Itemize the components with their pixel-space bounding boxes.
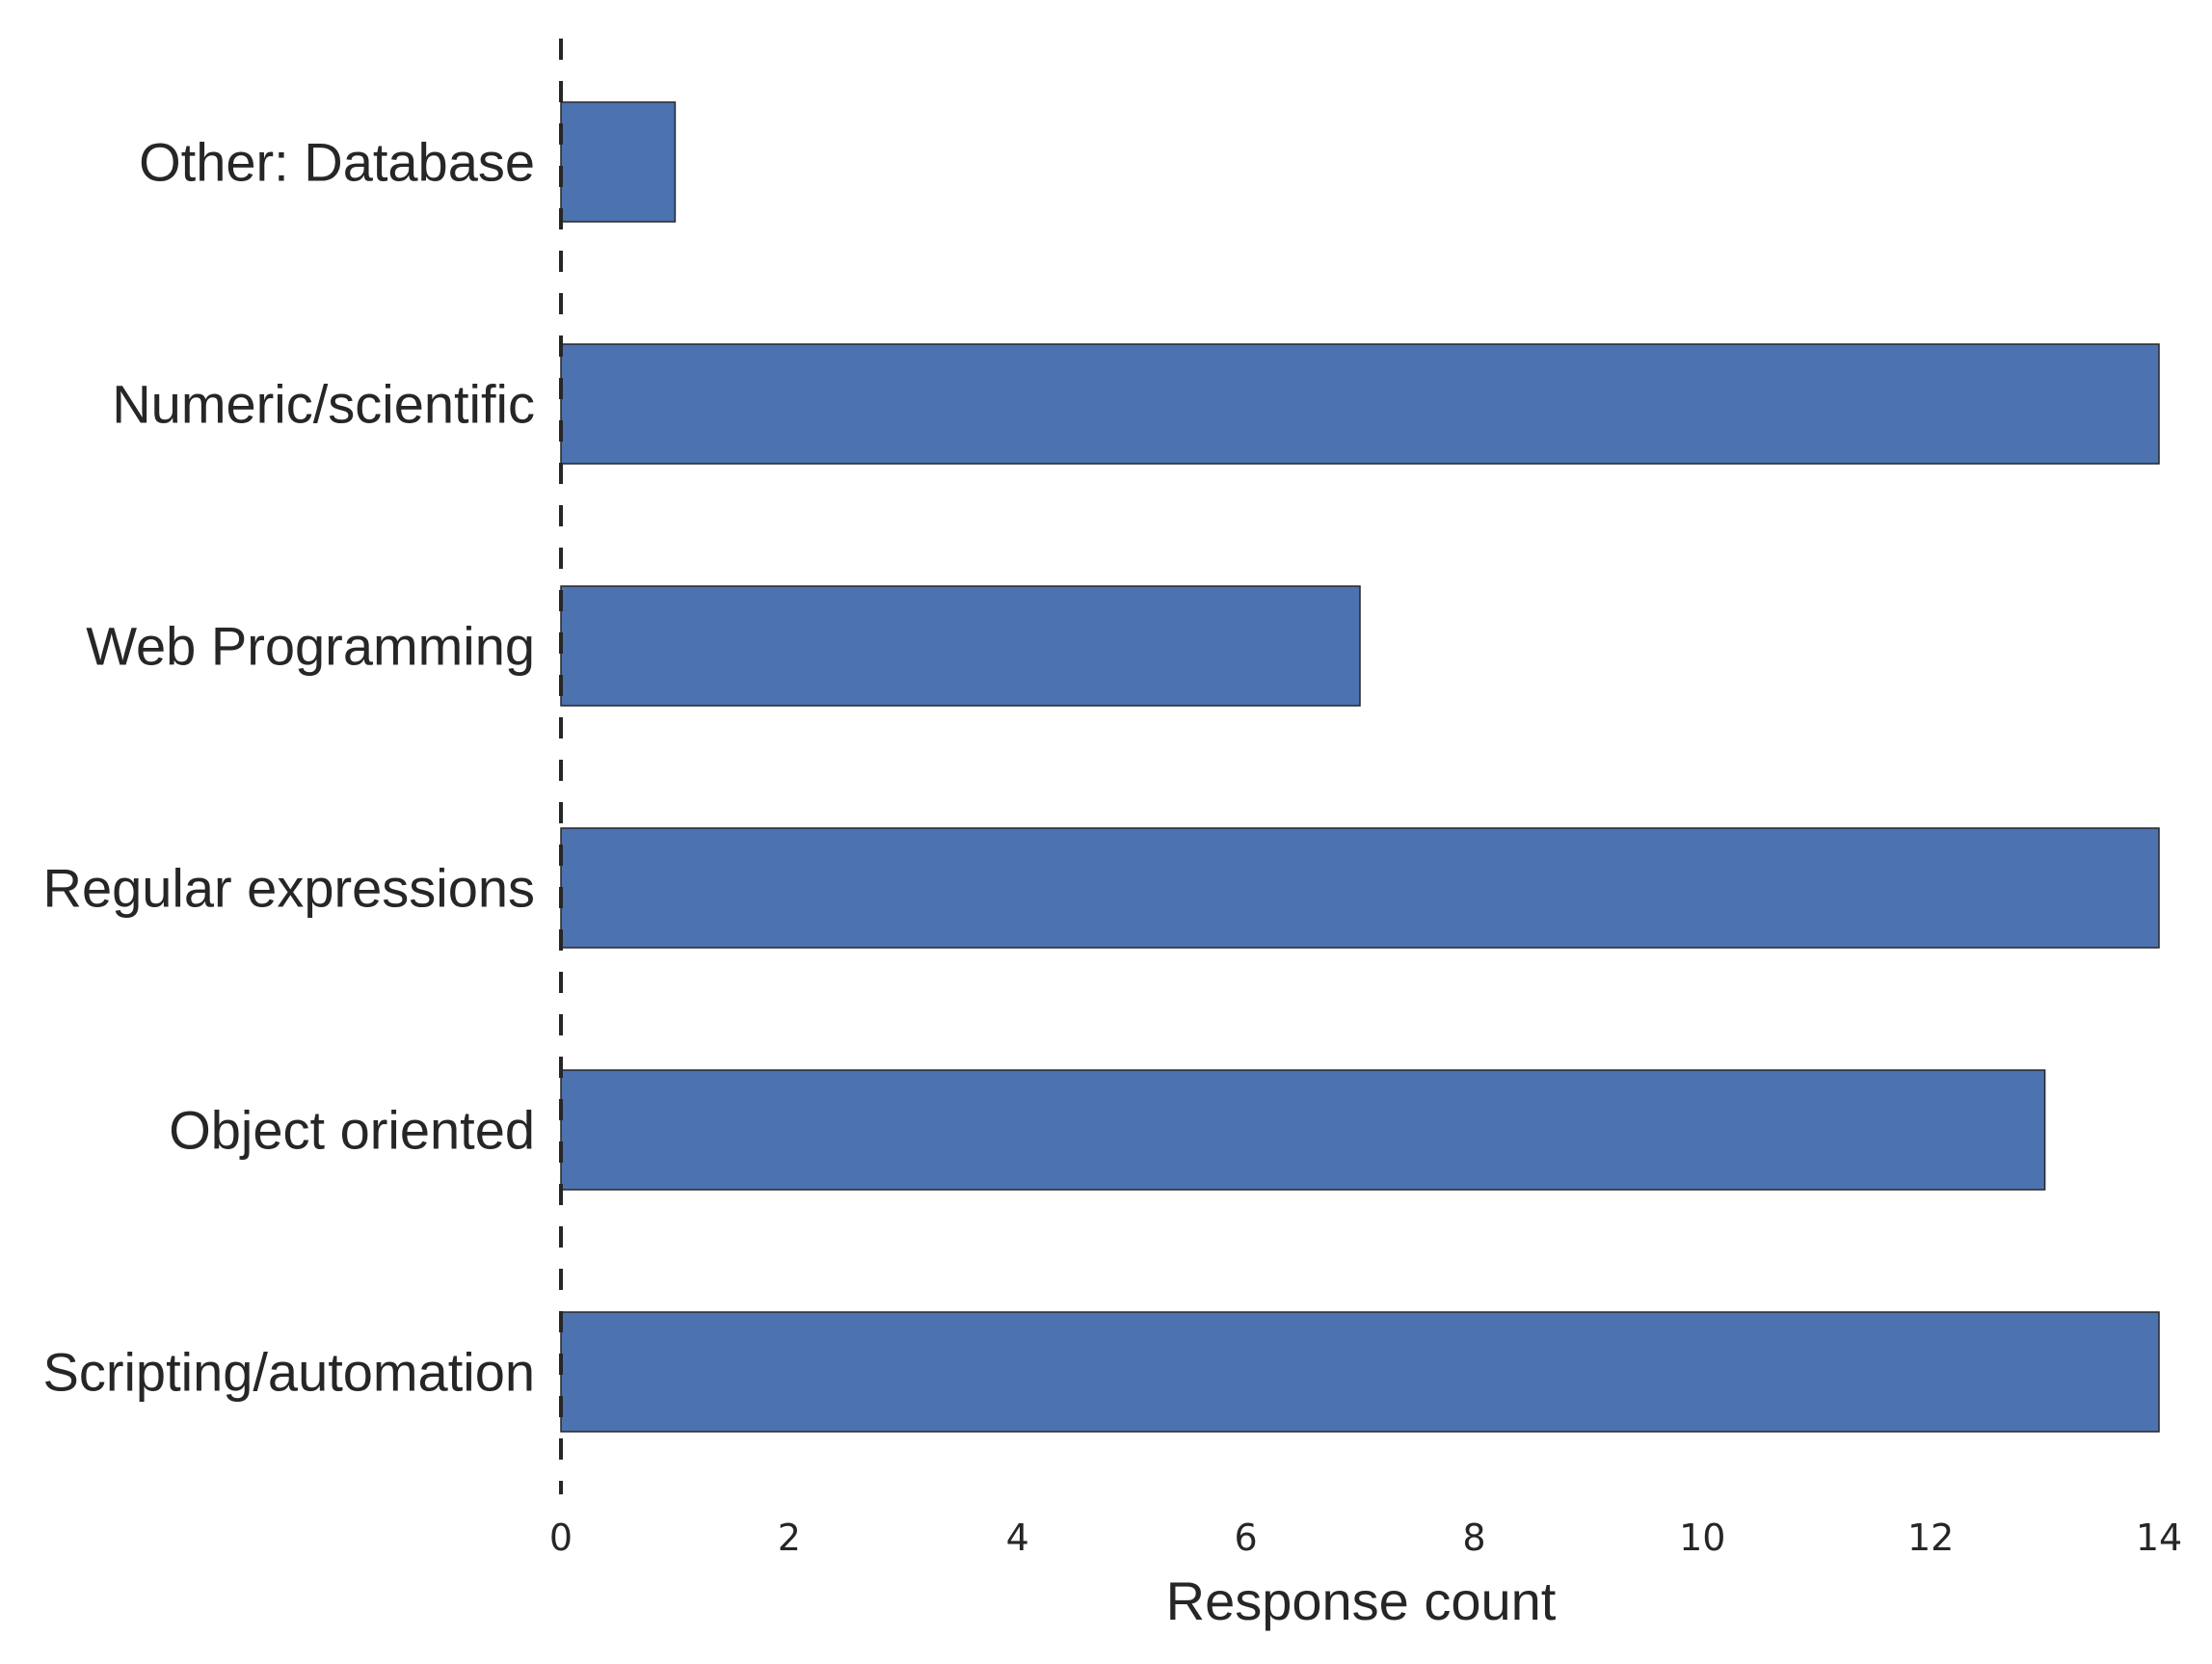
- x-axis-title: Response count: [1166, 1570, 1557, 1631]
- category-label-object-oriented: Object oriented: [169, 1100, 535, 1161]
- bar-regular-expressions: [560, 827, 2160, 949]
- category-label-scripting-automation: Scripting/automation: [42, 1342, 535, 1403]
- x-tick-label-4: 4: [1006, 1516, 1029, 1559]
- x-tick-label-6: 6: [1234, 1516, 1257, 1559]
- bar-other-database: [560, 101, 677, 223]
- category-label-other-database: Other: Database: [139, 132, 535, 193]
- x-tick-label-8: 8: [1462, 1516, 1485, 1559]
- x-tick-label-12: 12: [1907, 1516, 1954, 1559]
- category-labels-group: Other: Database Numeric/scientific Web Pro…: [42, 132, 535, 1403]
- x-tick-label-10: 10: [1679, 1516, 1725, 1559]
- bar-web-programming: [560, 585, 1361, 707]
- category-label-regular-expressions: Regular expressions: [43, 858, 535, 919]
- x-tick-label-0: 0: [549, 1516, 573, 1559]
- bars-group: [560, 101, 2160, 1433]
- bar-scripting-automation: [560, 1311, 2160, 1433]
- category-label-numeric-scientific: Numeric/scientific: [112, 374, 535, 435]
- bar-numeric-scientific: [560, 343, 2160, 465]
- category-label-web-programming: Web Programming: [86, 616, 535, 677]
- x-tick-labels-group: 0 2 4 6 8 10 12 14: [549, 1516, 2182, 1559]
- x-tick-label-14: 14: [2136, 1516, 2182, 1559]
- x-tick-label-2: 2: [778, 1516, 801, 1559]
- bar-object-oriented: [560, 1069, 2046, 1191]
